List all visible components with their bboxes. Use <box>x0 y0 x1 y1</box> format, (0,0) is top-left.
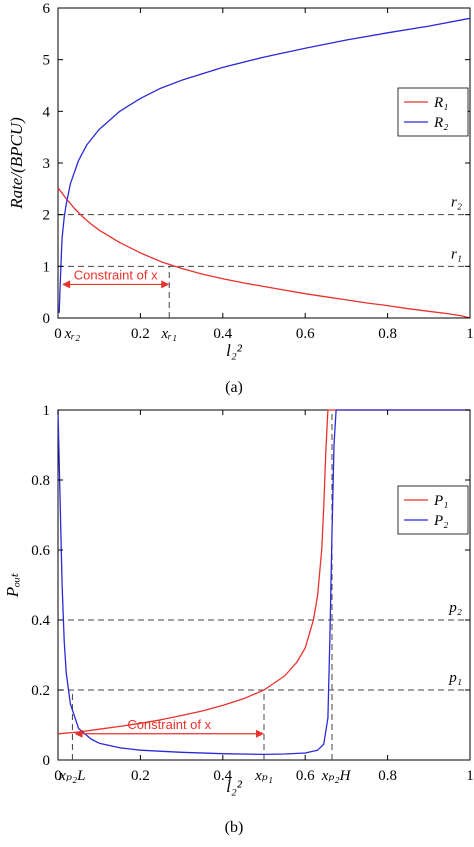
caption-b: (b) <box>225 819 244 836</box>
x-tick-label: 0.8 <box>378 326 397 342</box>
series-line-1 <box>57 409 470 735</box>
reference-lines-b: p₂ p₁ <box>58 410 470 760</box>
x-tick-label: 0.2 <box>131 326 150 342</box>
y-axis-label-b: Pₒᵤₜ <box>3 572 22 598</box>
legend-entry: P₂ <box>433 513 448 529</box>
annotation-b: Constraint of x <box>74 717 264 738</box>
point-label: xᵣ₁ <box>160 326 177 342</box>
constraint-label: Constraint of x <box>74 267 158 282</box>
ticks-b: 0 0.2 0.4 0.6 0.8 1 0 0.2 0.4 0.6 0.8 1 xₚ₂L xₚ₁ xₚ₂H <box>31 403 474 784</box>
legend-a: R₁ R₂ <box>397 87 469 137</box>
arrow-head-left <box>62 280 71 289</box>
legend-entry: R₁ <box>433 95 448 111</box>
x-axis-label-b: l₂² <box>226 777 243 796</box>
legend-box <box>397 485 469 535</box>
chart-panel-b: p₂ p₁ 0 0.2 0.4 0.6 0.8 1 0 0.2 0.4 0.6 0.8 1 xₚ₂L xₚ₁… <box>3 403 474 836</box>
series-line-2 <box>58 17 471 313</box>
x-tick-label: 0.4 <box>213 768 232 784</box>
y-tick-label: 0 <box>43 311 51 327</box>
point-label: xₚ₂H <box>321 768 352 784</box>
legend-b: P₁ P₂ <box>397 485 469 535</box>
arrow-head-left <box>74 729 83 738</box>
y-tick-label: 0.4 <box>31 613 50 629</box>
point-label: xₚ₁ <box>254 768 273 784</box>
constraint-label: Constraint of x <box>127 717 211 732</box>
y-tick-label: 0.6 <box>31 543 50 559</box>
x-tick-label: 0.6 <box>296 326 315 342</box>
y-tick-label: 0.2 <box>31 683 50 699</box>
y-tick-label: 3 <box>43 156 51 172</box>
legend-entry: P₁ <box>433 493 448 509</box>
x-tick-label: 1 <box>466 326 474 342</box>
y-axis-label-a: Rate/(BPCU) <box>7 117 26 210</box>
y-tick-label: 1 <box>43 403 51 419</box>
arrow-head-right <box>256 729 264 738</box>
y-tick-label: 1 <box>43 259 51 275</box>
x-tick-label: 0.6 <box>296 768 315 784</box>
threshold-label: p₁ <box>448 670 462 686</box>
threshold-label: p₂ <box>448 600 462 616</box>
threshold-label: r₂ <box>451 195 462 211</box>
x-tick-label: 1 <box>466 768 474 784</box>
y-tick-label: 2 <box>43 208 51 224</box>
x-tick-label: 0.8 <box>378 768 397 784</box>
y-tick-label: 5 <box>43 53 51 69</box>
legend-entry: R₂ <box>433 115 448 131</box>
y-tick-label: 6 <box>43 1 51 17</box>
x-tick-label: 0 <box>54 768 62 784</box>
series-line-2 <box>57 409 470 756</box>
x-axis-label-a: l₂² <box>226 341 243 360</box>
reference-lines-a: r₂ r₁ <box>58 195 470 318</box>
x-tick-label: 0.4 <box>213 326 232 342</box>
threshold-label: r₁ <box>451 246 462 262</box>
y-tick-label: 0 <box>43 753 51 769</box>
x-tick-label: 0 <box>54 326 62 342</box>
x-tick-label: 0.2 <box>131 768 150 784</box>
caption-a: (a) <box>225 379 243 396</box>
point-label: xₚ₂L <box>58 768 85 784</box>
series-layer-a <box>57 17 471 319</box>
legend-box <box>397 87 469 137</box>
point-label: xᵣ₂ <box>64 326 81 342</box>
y-tick-label: 4 <box>43 104 51 120</box>
ticks-a: 0 0.2 0.4 0.6 0.8 1 0 1 2 3 4 5 6 xᵣ₂ xᵣ₁ <box>43 1 474 342</box>
y-tick-label: 0.8 <box>31 473 50 489</box>
chart-panel-a: r₂ r₁ 0 0.2 0.4 0.6 0.8 1 0 1 2 3 4 5 6 xᵣ₂ xᵣ₁ Constra… <box>7 1 474 396</box>
arrow-head-right <box>161 280 170 289</box>
series-line-1 <box>57 187 471 319</box>
series-layer-b <box>57 409 470 756</box>
annotation-a: Constraint of x <box>62 267 170 289</box>
